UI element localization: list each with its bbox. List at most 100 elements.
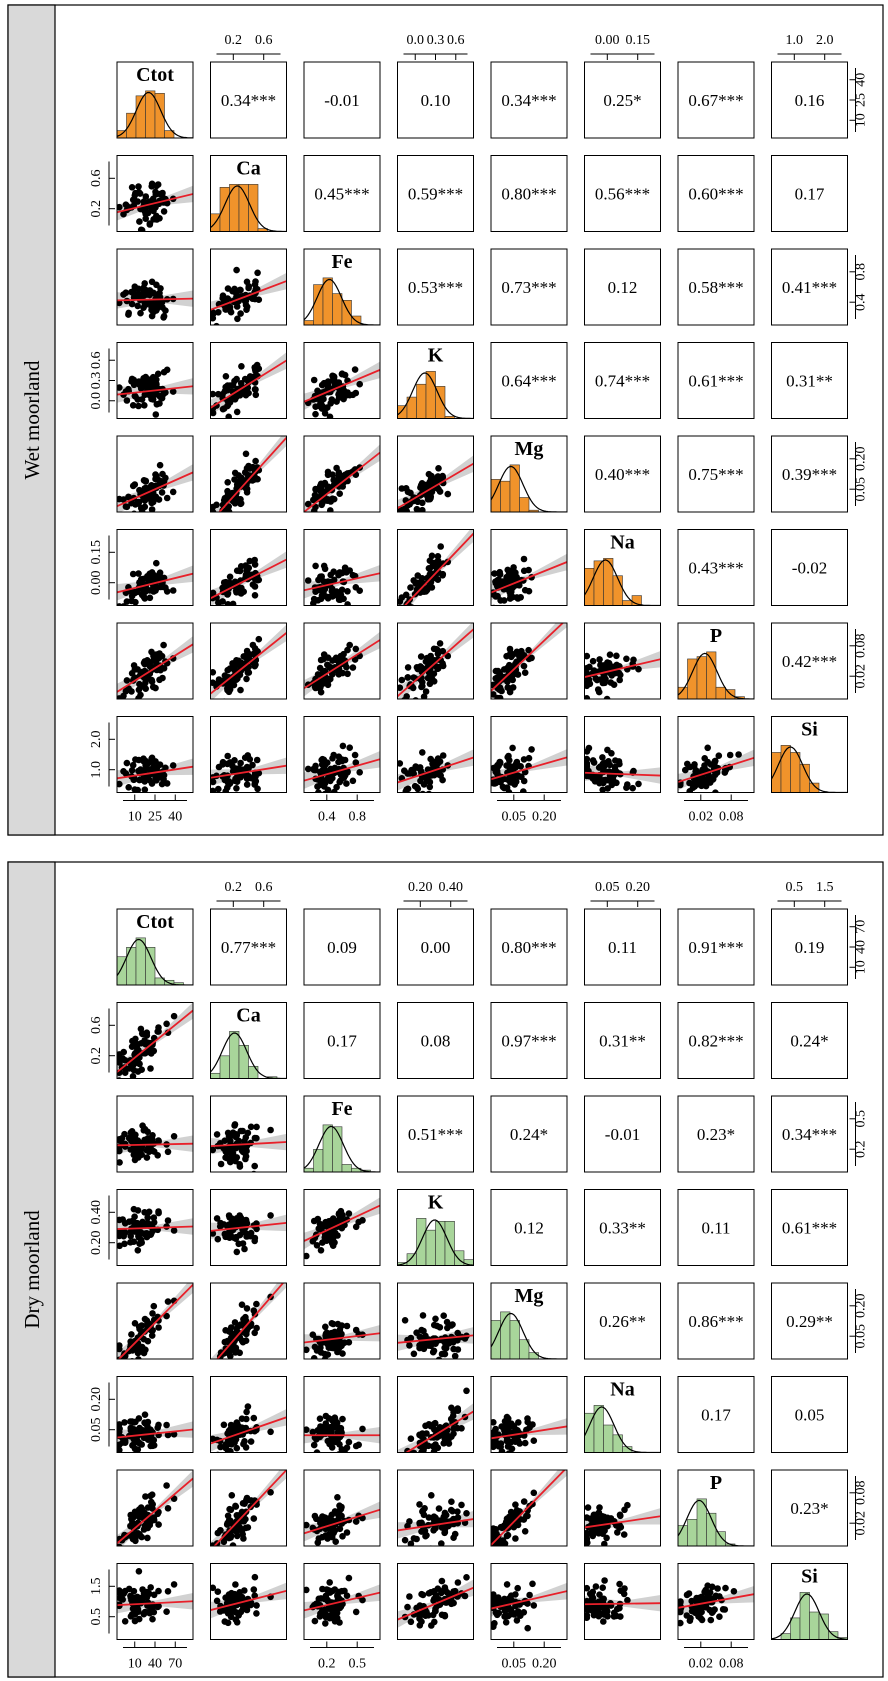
cell-border	[490, 1469, 568, 1547]
scatter-point	[422, 483, 430, 490]
scatter-point	[429, 1443, 437, 1450]
density-curve	[210, 185, 287, 232]
histogram-bar	[397, 405, 408, 419]
pairs-cell: 0.67***	[677, 61, 755, 139]
scatter-point	[152, 587, 159, 594]
scatter-point	[242, 1317, 250, 1324]
regression-line	[216, 1283, 285, 1359]
scatter-point	[214, 1588, 222, 1595]
top-axis: 0.20 0.40	[403, 880, 468, 907]
scatter-point	[231, 663, 238, 670]
tick-label: 1.5	[89, 1578, 104, 1596]
scatter-point	[501, 1522, 508, 1529]
scatter-point	[213, 322, 220, 325]
scatter-point	[247, 1139, 254, 1147]
cell-border	[116, 1095, 194, 1173]
scatter-point	[125, 309, 132, 317]
scatter-point	[525, 587, 533, 595]
regression-line	[678, 1593, 754, 1609]
scatter-point	[584, 1584, 591, 1592]
scatter-point	[117, 1059, 123, 1066]
cell-border	[116, 716, 194, 793]
scatter-point	[329, 1242, 337, 1249]
tick-label: 0.08	[854, 634, 869, 659]
scatter-point	[222, 1148, 230, 1155]
scatter-point	[427, 582, 434, 590]
scatter-point	[505, 685, 513, 692]
scatter-point	[629, 784, 636, 792]
scatter-point	[715, 752, 723, 759]
scatter-point	[314, 1539, 322, 1546]
scatter-point	[356, 769, 364, 776]
cell-border	[303, 1095, 381, 1173]
scatter-point	[127, 1418, 134, 1425]
regression-line	[397, 1334, 474, 1344]
scatter-point	[426, 778, 434, 786]
panel-strip	[7, 4, 56, 836]
scatter-point	[144, 1504, 152, 1511]
scatter-point	[118, 1595, 126, 1603]
scatter-point	[155, 1587, 162, 1595]
scatter-point	[604, 746, 611, 754]
scatter-point	[314, 1346, 322, 1353]
pairs-cell: 0.12	[584, 248, 661, 326]
correlation-value: 0.31**	[599, 1032, 646, 1051]
scatter-point	[333, 1609, 341, 1617]
scatter-point	[401, 1536, 409, 1544]
tick-label: 0.2	[225, 880, 243, 895]
scatter-point	[321, 410, 329, 417]
histogram-bar	[304, 1167, 314, 1172]
pairs-cell: Na	[584, 529, 661, 606]
scatter-point	[624, 1501, 631, 1509]
scatter-point	[444, 1522, 451, 1530]
scatter-point	[231, 1319, 239, 1326]
scatter-point	[255, 296, 263, 304]
regression-line	[304, 369, 380, 403]
cell-border	[771, 1563, 848, 1640]
scatter-point	[244, 752, 252, 759]
scatter-point	[343, 1322, 351, 1330]
scatter-point	[327, 675, 334, 683]
scatter-point	[422, 688, 430, 695]
scatter-point	[596, 656, 603, 663]
scatter-point	[254, 785, 261, 793]
regression-line	[584, 1515, 661, 1529]
scatter-point	[224, 479, 231, 486]
scatter-point	[142, 193, 150, 200]
histogram-bar	[416, 383, 427, 419]
scatter-point	[247, 1497, 255, 1504]
scatter-point	[317, 1610, 324, 1617]
pairs-cell	[677, 716, 755, 793]
scatter-point	[346, 744, 354, 751]
scatter-point	[117, 1345, 123, 1353]
scatter-point	[164, 1148, 172, 1156]
scatter-point	[440, 1312, 448, 1319]
scatter-point	[335, 379, 343, 386]
scatter-point	[148, 205, 155, 213]
scatter-point	[249, 463, 257, 471]
scatter-point	[338, 1512, 345, 1520]
scatter-point	[233, 785, 240, 792]
cell-border	[303, 61, 381, 139]
correlation-value: 0.80***	[501, 185, 556, 204]
scatter-point	[152, 493, 160, 501]
scatter-point	[159, 674, 166, 682]
tick-label: 1.5	[816, 880, 834, 895]
scatter-point	[244, 471, 252, 479]
scatter-point	[590, 759, 598, 766]
histogram-bar	[696, 656, 707, 699]
cell-border	[677, 1282, 755, 1360]
histogram-bar	[818, 1613, 829, 1640]
regression-line	[213, 1470, 287, 1546]
scatter-point	[324, 381, 332, 389]
scatter-point	[419, 499, 426, 507]
scatter-point	[441, 1611, 449, 1619]
regression-line	[397, 756, 474, 784]
scatter-point	[418, 1326, 425, 1334]
scatter-point	[304, 500, 312, 508]
scatter-point	[148, 1332, 156, 1339]
histogram-bar	[509, 464, 520, 512]
scatter-point	[147, 1492, 154, 1500]
